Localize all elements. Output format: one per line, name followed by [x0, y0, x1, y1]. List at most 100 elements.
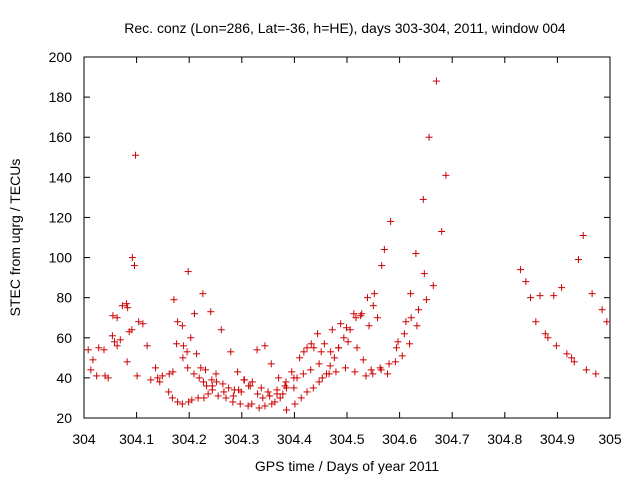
data-point: [236, 400, 244, 408]
y-tick-label: 60: [56, 330, 72, 346]
data-point: [113, 314, 121, 322]
data-point: [132, 151, 140, 159]
x-tick-label: 304.3: [224, 431, 259, 447]
data-point: [574, 256, 582, 264]
data-point: [327, 348, 335, 356]
data-point: [568, 354, 576, 362]
x-tick-label: 304.8: [487, 431, 522, 447]
data-point: [267, 360, 275, 368]
data-point: [259, 394, 267, 402]
data-point: [143, 342, 151, 350]
data-point: [190, 310, 198, 318]
data-point: [300, 348, 308, 356]
data-point: [413, 322, 421, 330]
data-point: [541, 330, 549, 338]
x-tick-label: 304.5: [329, 431, 364, 447]
data-point: [169, 368, 177, 376]
data-point: [154, 374, 162, 382]
data-point: [303, 344, 311, 352]
data-point: [128, 254, 136, 262]
data-point: [517, 266, 525, 274]
data-point: [422, 296, 430, 304]
data-point: [179, 342, 187, 350]
data-point: [214, 392, 222, 400]
data-point: [261, 402, 269, 410]
data-point: [570, 358, 578, 366]
data-point: [87, 366, 95, 374]
x-axis: 304 304.1 304.2 304.3 304.4 304.5 304.6 304.7 30…: [72, 57, 622, 447]
data-point: [170, 296, 178, 304]
data-point: [317, 348, 325, 356]
x-tick-label: 304.7: [435, 431, 470, 447]
data-point: [550, 292, 558, 300]
data-point: [152, 364, 160, 372]
y-tick-label: 120: [49, 209, 73, 225]
data-point: [325, 370, 333, 378]
data-point: [342, 324, 350, 332]
data-point: [296, 354, 304, 362]
data-point: [234, 368, 242, 376]
data-point: [335, 344, 343, 352]
data-point: [357, 312, 365, 320]
data-point: [84, 346, 92, 354]
data-point: [264, 388, 272, 396]
data-point: [412, 250, 420, 258]
data-point: [174, 318, 182, 326]
data-point: [100, 346, 108, 354]
data-point: [254, 390, 262, 398]
data-point: [309, 384, 317, 392]
data-point: [384, 370, 392, 378]
data-point: [315, 360, 323, 368]
data-point: [392, 344, 400, 352]
data-point: [273, 386, 281, 394]
data-point: [225, 384, 233, 392]
data-point: [195, 374, 203, 382]
data-point: [563, 350, 571, 358]
data-point: [603, 318, 611, 326]
data-point: [527, 294, 535, 302]
data-point: [558, 284, 566, 292]
data-point: [429, 282, 437, 290]
data-point: [165, 388, 173, 396]
data-point: [369, 302, 377, 310]
data-point: [364, 294, 372, 302]
data-point: [213, 378, 221, 386]
data-point: [266, 392, 274, 400]
data-point: [179, 354, 187, 362]
data-point: [229, 392, 237, 400]
data-point: [156, 378, 164, 386]
data-point: [227, 348, 235, 356]
data-point: [261, 342, 269, 350]
data-point: [544, 334, 552, 342]
x-tick-label: 304.4: [277, 431, 312, 447]
x-tick-label: 304.2: [172, 431, 207, 447]
data-point: [346, 326, 354, 334]
data-point: [579, 231, 587, 239]
data-point: [341, 364, 349, 372]
data-point: [246, 382, 254, 390]
data-point: [89, 356, 97, 364]
data-point: [271, 398, 279, 406]
data-point: [199, 378, 207, 386]
data-point: [402, 318, 410, 326]
data-point: [522, 278, 530, 286]
data-point: [168, 394, 176, 402]
data-point: [351, 368, 359, 376]
x-tick-label: 304.9: [540, 431, 575, 447]
data-point: [380, 246, 388, 254]
data-point: [376, 364, 384, 372]
data-point: [240, 376, 248, 384]
data-point: [202, 366, 210, 374]
data-point: [369, 370, 377, 378]
data-point: [248, 400, 256, 408]
y-tick-label: 140: [49, 169, 73, 185]
data-point: [193, 350, 201, 358]
data-point: [188, 396, 196, 404]
data-point: [532, 318, 540, 326]
x-tick-label: 304.1: [119, 431, 154, 447]
data-point: [207, 308, 215, 316]
data-point: [291, 400, 299, 408]
data-point: [536, 292, 544, 300]
data-point: [314, 330, 322, 338]
data-point: [165, 370, 173, 378]
